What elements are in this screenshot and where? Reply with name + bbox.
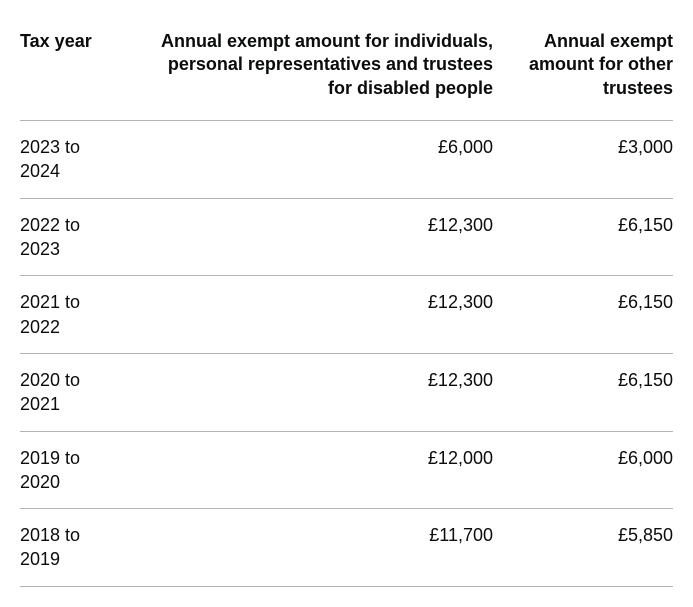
- cell-trustees: £6,000: [493, 431, 673, 509]
- table-row: 2018 to 2019 £11,700 £5,850: [20, 509, 673, 587]
- table-row: 2022 to 2023 £12,300 £6,150: [20, 198, 673, 276]
- cell-tax-year: 2018 to 2019: [20, 509, 130, 587]
- col-header-trustees: Annual exempt amount for other trustees: [493, 20, 673, 121]
- cell-tax-year: 2021 to 2022: [20, 276, 130, 354]
- col-header-tax-year: Tax year: [20, 20, 130, 121]
- table-row: 2020 to 2021 £12,300 £6,150: [20, 353, 673, 431]
- cell-tax-year: 2020 to 2021: [20, 353, 130, 431]
- table-row: 2021 to 2022 £12,300 £6,150: [20, 276, 673, 354]
- cell-individuals: £12,300: [130, 276, 493, 354]
- cell-trustees: £5,850: [493, 509, 673, 587]
- col-header-individuals: Annual exempt amount for individuals, pe…: [130, 20, 493, 121]
- cell-individuals: £11,700: [130, 509, 493, 587]
- table-row: 2019 to 2020 £12,000 £6,000: [20, 431, 673, 509]
- cell-tax-year: 2023 to 2024: [20, 121, 130, 199]
- cell-tax-year: 2019 to 2020: [20, 431, 130, 509]
- table-row: 2023 to 2024 £6,000 £3,000: [20, 121, 673, 199]
- cell-individuals: £6,000: [130, 121, 493, 199]
- cell-individuals: £12,000: [130, 431, 493, 509]
- cell-individuals: £12,300: [130, 198, 493, 276]
- cell-individuals: £12,300: [130, 353, 493, 431]
- table-header-row: Tax year Annual exempt amount for indivi…: [20, 20, 673, 121]
- cell-trustees: £6,150: [493, 276, 673, 354]
- cell-trustees: £3,000: [493, 121, 673, 199]
- tax-exempt-table: Tax year Annual exempt amount for indivi…: [20, 20, 673, 587]
- cell-trustees: £6,150: [493, 353, 673, 431]
- cell-trustees: £6,150: [493, 198, 673, 276]
- cell-tax-year: 2022 to 2023: [20, 198, 130, 276]
